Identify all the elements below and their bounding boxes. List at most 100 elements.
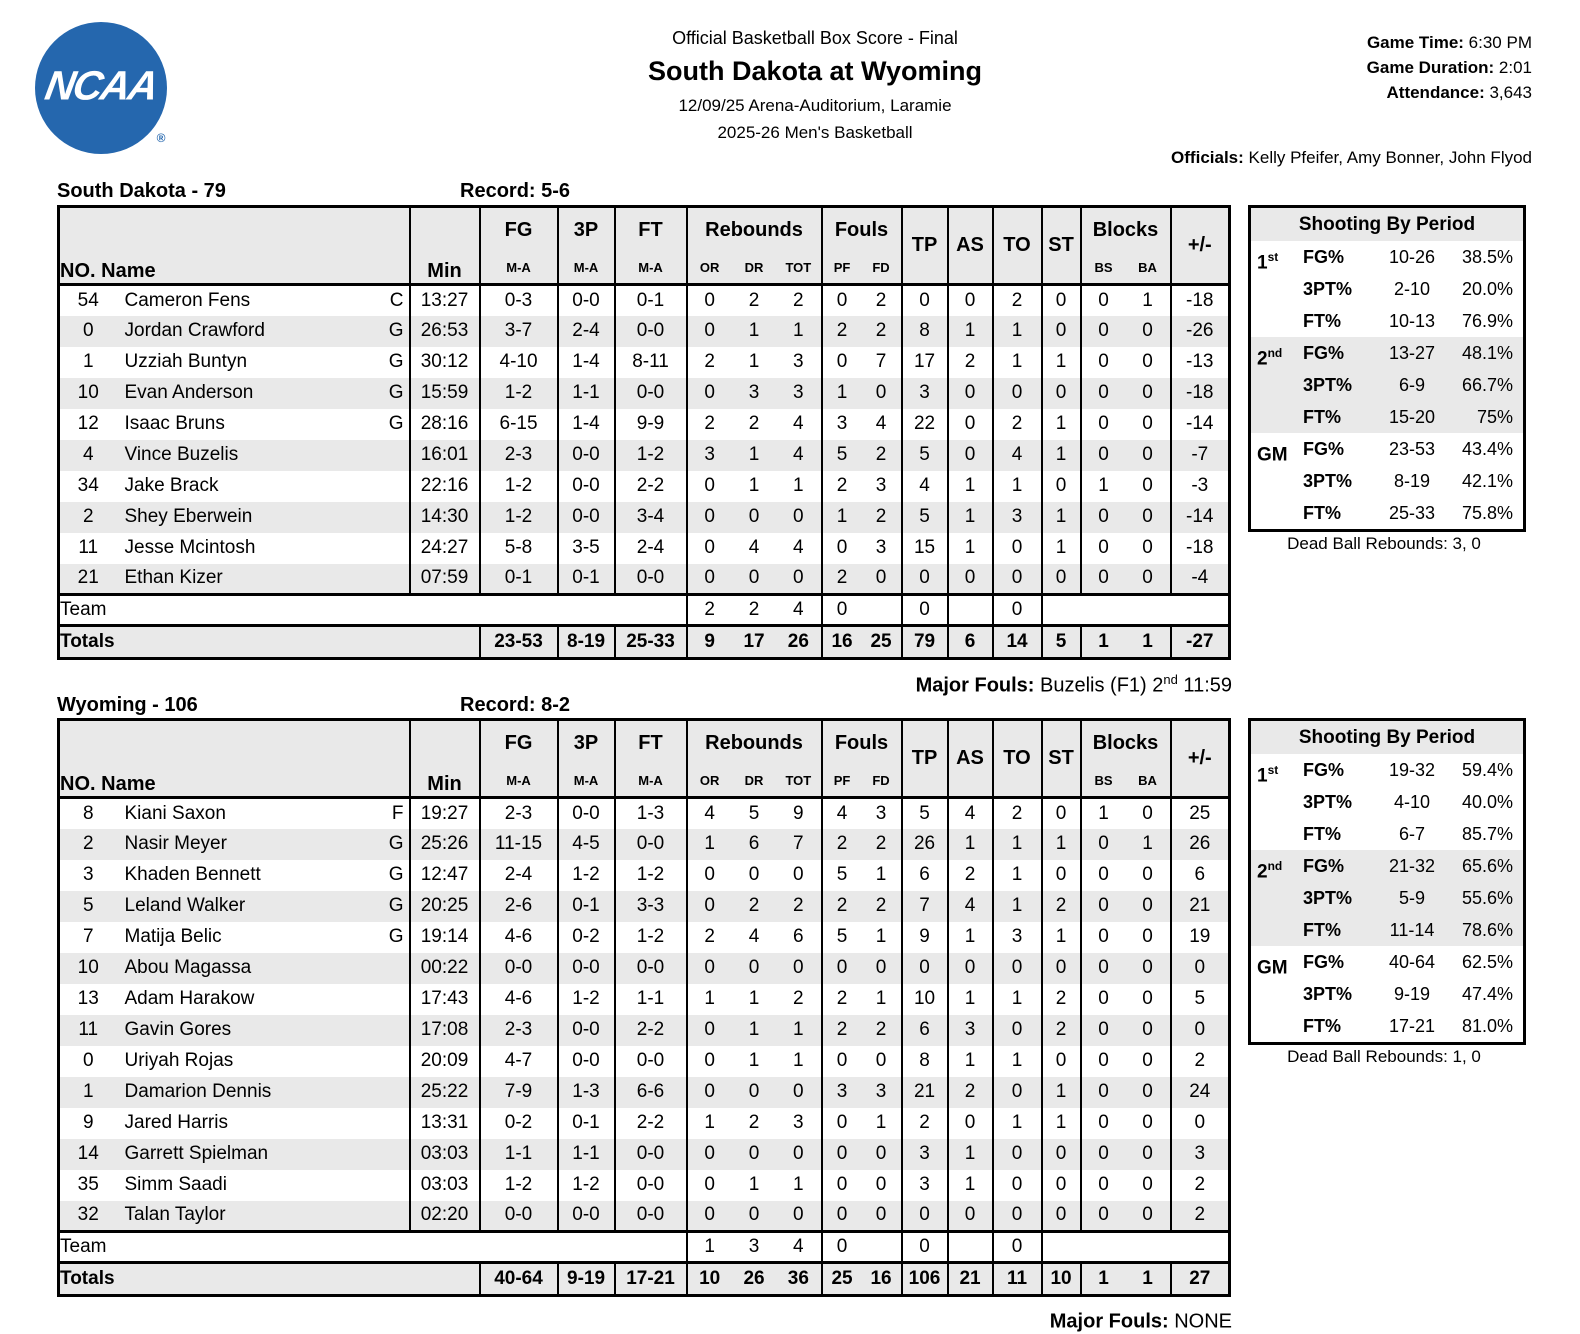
shooting-made-attempted: 5-9 <box>1398 888 1425 908</box>
team-title-south-dakota: South Dakota - 79 Record: 5-6 <box>57 180 1228 203</box>
stat-ft: 2-2 <box>613 470 687 502</box>
player-row: 35 Simm Saadi 03:03 1-2 1-2 0-0 0 1 1 0 0 3 1 0 0 0 0 2 <box>59 1169 1230 1201</box>
stat-tp: 10 <box>900 983 948 1015</box>
stat-to: 2 <box>991 284 1042 316</box>
player-row: 2 Shey Eberwein 14:30 1-2 0-0 3-4 0 0 0 1 2 5 1 3 1 0 0-… <box>58 501 1230 533</box>
team-row-label: Team <box>58 1230 687 1263</box>
stat-as: 1 <box>946 501 993 533</box>
stat-as: 0 <box>946 952 993 984</box>
stat-st: 0 <box>1040 563 1081 595</box>
shooting-stat-label: 3PT% <box>1303 888 1353 908</box>
stat-3p: 1-3 <box>556 1076 615 1108</box>
player-name-cell: Gavin Gores <box>117 1015 410 1046</box>
stat-ft: 0-0 <box>613 563 687 595</box>
player-name: Garrett Spielman <box>124 1143 269 1164</box>
stat-min: 00:22 <box>408 952 480 984</box>
player-position: C <box>389 289 404 311</box>
player-name: Abou Magassa <box>124 957 252 978</box>
stat-to: 1 <box>991 315 1042 347</box>
player-name-cell: Simm Saadi <box>117 1170 410 1201</box>
stat-st: 2 <box>1040 983 1081 1015</box>
shooting-percentage: 75.8% <box>1461 503 1513 523</box>
stat-plus-minus: -13 <box>1169 346 1230 378</box>
stat-3p: 4-5 <box>556 828 615 860</box>
player-row: 1 Uzziah Buntyn G 30:12 4-10 1-4 8-11 2 1 3 0 7 17 2 1… <box>59 346 1230 378</box>
stat-tp: 9 <box>900 921 948 953</box>
season-line: 2025-26 Men's Basketball <box>717 123 913 142</box>
stat-min: 20:25 <box>408 890 480 922</box>
stat-plus-minus: 2 <box>1169 1200 1230 1232</box>
player-number: 1 <box>82 351 94 372</box>
shooting-period <box>1257 978 1303 1010</box>
major-fouls-line: Major Fouls: Buzelis (F1) 2nd 11:59 <box>915 672 1232 697</box>
player-row: 7 Matija Belic G 19:14 4-6 0-2 1-2 2 4 6 5 1 9 1 3 1 0 0 1… <box>59 921 1230 953</box>
registered-mark-icon: ® <box>151 128 171 148</box>
shooting-period <box>1257 401 1303 433</box>
stat-fg: 40-64 <box>478 1261 558 1296</box>
stat-fg: 23-53 <box>478 624 558 659</box>
stat-to: 1 <box>991 983 1042 1015</box>
stat-to: 0 <box>991 377 1042 409</box>
stat-min: 13:27 <box>408 284 480 316</box>
shooting-row: GM FG% 40-64 62.5% <box>1251 946 1523 978</box>
ncaa-logo-text: NCAA <box>41 62 161 109</box>
shooting-row: 1st FG% 19-32 59.4% <box>1251 754 1523 786</box>
stat-tp: 3 <box>900 1138 948 1170</box>
shooting-stat-label: 3PT% <box>1303 792 1353 812</box>
stat-st: 0 <box>1040 797 1081 829</box>
shooting-period <box>1257 882 1303 914</box>
stat-as: 0 <box>946 1200 993 1232</box>
player-position: G <box>388 926 404 947</box>
stat-to: 0 <box>991 952 1042 984</box>
stat-ft: 9-9 <box>613 408 687 440</box>
stat-min: 16:01 <box>408 439 480 471</box>
stat-min: 25:22 <box>408 1076 480 1108</box>
shooting-percentage: 78.6% <box>1461 920 1513 940</box>
shooting-percentage: 75% <box>1476 407 1513 427</box>
shooting-stat-label: FG% <box>1303 343 1345 363</box>
stat-st: 1 <box>1040 408 1081 440</box>
stat-plus-minus: 24 <box>1169 1076 1230 1108</box>
shooting-percentage: 38.5% <box>1461 247 1513 267</box>
stat-min: 14:30 <box>408 501 480 533</box>
stat-tp: 8 <box>900 315 948 347</box>
player-name: Shey Eberwein <box>124 506 253 527</box>
player-number: 4 <box>82 444 94 465</box>
player-name: Vince Buzelis <box>124 444 239 465</box>
shooting-percentage: 20.0% <box>1461 279 1513 299</box>
stat-min: 30:12 <box>408 346 480 378</box>
stat-to: 0 <box>991 1076 1042 1108</box>
player-row: 3 Khaden Bennett G 12:47 2-4 1-2 1-2 0 0 0 5 1 6 2 1 0 0… <box>59 859 1230 891</box>
team-row-empty <box>1040 593 1230 626</box>
player-name: Jake Brack <box>124 475 219 496</box>
shooting-period <box>1257 818 1303 850</box>
stat-as: 6 <box>946 624 993 659</box>
stat-fg: 2-4 <box>478 859 558 891</box>
shooting-stat-label: FT% <box>1303 920 1341 940</box>
shooting-row: FT% 6-7 85.7% <box>1251 818 1523 850</box>
stat-to: 4 <box>991 439 1042 471</box>
stat-plus-minus: -26 <box>1169 315 1230 347</box>
stat-as: 2 <box>946 1076 993 1108</box>
stat-tp: 0 <box>900 563 948 595</box>
header-plus-minus: +/- <box>1169 719 1230 799</box>
stat-as: 2 <box>946 346 993 378</box>
stat-ft: 2-4 <box>613 532 687 564</box>
player-number: 54 <box>77 289 99 311</box>
